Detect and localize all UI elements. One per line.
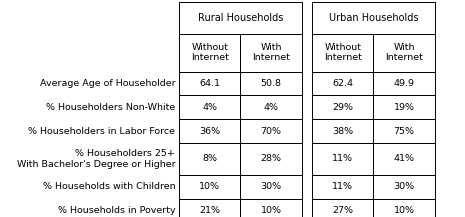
Bar	[179, 95, 240, 119]
Bar	[240, 95, 302, 119]
Text: Without
Internet: Without Internet	[191, 43, 229, 62]
Text: 19%: 19%	[393, 103, 415, 112]
Text: 70%: 70%	[260, 127, 282, 136]
Text: 8%: 8%	[202, 155, 217, 163]
Bar	[312, 175, 373, 199]
Text: 38%: 38%	[332, 127, 353, 136]
Text: 64.1: 64.1	[199, 79, 220, 88]
Text: 4%: 4%	[202, 103, 217, 112]
Text: 10%: 10%	[199, 182, 220, 191]
Bar	[373, 34, 435, 72]
Bar	[373, 175, 435, 199]
Bar	[240, 143, 302, 175]
Text: With
Internet: With Internet	[385, 43, 423, 62]
Text: 50.8: 50.8	[260, 79, 282, 88]
Bar	[312, 95, 373, 119]
Text: Urban Households: Urban Households	[329, 13, 418, 23]
Bar	[179, 119, 240, 143]
Bar	[373, 95, 435, 119]
Text: Average Age of Householder: Average Age of Householder	[40, 79, 175, 88]
Text: % Householders Non-White: % Householders Non-White	[46, 103, 175, 112]
Text: 75%: 75%	[393, 127, 415, 136]
Text: 62.4: 62.4	[332, 79, 353, 88]
Text: Rural Households: Rural Households	[198, 13, 283, 23]
Bar	[179, 72, 240, 95]
Text: % Households with Children: % Households with Children	[43, 182, 175, 191]
Bar	[373, 143, 435, 175]
Bar	[179, 2, 302, 34]
Text: With
Internet: With Internet	[252, 43, 290, 62]
Text: 21%: 21%	[199, 206, 220, 215]
Text: 28%: 28%	[260, 155, 282, 163]
Text: 41%: 41%	[393, 155, 415, 163]
Text: 11%: 11%	[332, 155, 353, 163]
Text: 4%: 4%	[264, 103, 279, 112]
Bar	[312, 143, 373, 175]
Text: 27%: 27%	[332, 206, 353, 215]
Bar	[240, 119, 302, 143]
Bar	[312, 72, 373, 95]
Bar	[312, 34, 373, 72]
Bar	[179, 199, 240, 217]
Text: 11%: 11%	[332, 182, 353, 191]
Text: % Householders 25+
With Bachelor's Degree or Higher: % Householders 25+ With Bachelor's Degre…	[17, 149, 175, 169]
Text: 49.9: 49.9	[393, 79, 415, 88]
Bar	[179, 34, 240, 72]
Bar	[312, 199, 373, 217]
Bar	[240, 34, 302, 72]
Bar	[312, 119, 373, 143]
Bar	[312, 2, 435, 34]
Bar	[373, 72, 435, 95]
Bar	[240, 199, 302, 217]
Bar	[373, 199, 435, 217]
Bar	[240, 175, 302, 199]
Text: 36%: 36%	[199, 127, 220, 136]
Text: 10%: 10%	[393, 206, 415, 215]
Text: % Households in Poverty: % Households in Poverty	[58, 206, 175, 215]
Text: Without
Internet: Without Internet	[324, 43, 362, 62]
Text: 10%: 10%	[260, 206, 282, 215]
Text: 30%: 30%	[393, 182, 415, 191]
Bar	[240, 72, 302, 95]
Bar	[179, 175, 240, 199]
Text: 30%: 30%	[260, 182, 282, 191]
Bar	[179, 143, 240, 175]
Text: % Householders in Labor Force: % Householders in Labor Force	[28, 127, 175, 136]
Text: 29%: 29%	[332, 103, 353, 112]
Bar	[373, 119, 435, 143]
